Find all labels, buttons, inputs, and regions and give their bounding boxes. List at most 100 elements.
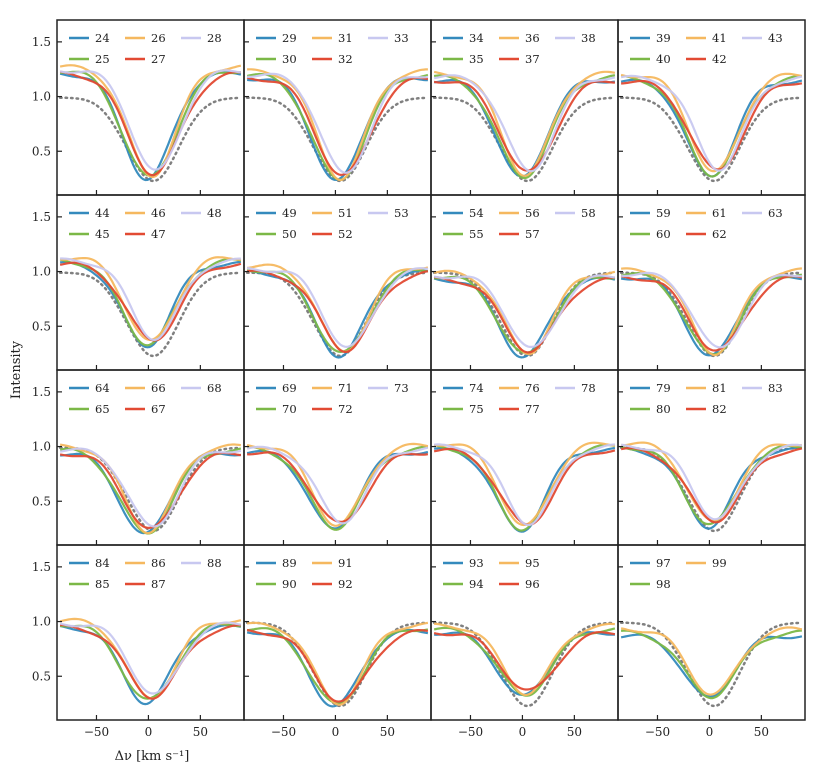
legend-label-90: 90 <box>282 577 297 591</box>
series-line-73 <box>246 445 429 525</box>
legend-label-44: 44 <box>95 206 110 220</box>
legend-label-94: 94 <box>469 577 484 591</box>
series-line-97 <box>620 633 803 698</box>
panel-frame <box>243 544 432 721</box>
legend-label-65: 65 <box>95 402 110 416</box>
y-tick-label: 1.0 <box>32 265 51 279</box>
legend-label-62: 62 <box>712 227 727 241</box>
legend-label-86: 86 <box>151 556 166 570</box>
legend-label-40: 40 <box>656 52 671 66</box>
y-tick-label: 1.5 <box>32 385 51 399</box>
x-tick-label: −50 <box>271 725 296 739</box>
series-line-64 <box>60 451 242 535</box>
panel-frame <box>617 19 806 196</box>
series-line-96 <box>433 631 616 691</box>
x-tick-label: 50 <box>193 725 208 739</box>
y-tick-label: 1.0 <box>32 440 51 454</box>
legend-label-77: 77 <box>525 402 540 416</box>
reference-profile-line <box>58 446 243 533</box>
series-line-74 <box>433 446 616 533</box>
legend-label-45: 45 <box>95 227 110 241</box>
legend-label-78: 78 <box>581 381 596 395</box>
series-line-71 <box>246 442 429 527</box>
y-tick-label: 0.5 <box>32 319 51 333</box>
series-line-36 <box>433 70 616 177</box>
legend-label-51: 51 <box>338 206 353 220</box>
legend-label-69: 69 <box>282 381 297 395</box>
x-tick-label: 50 <box>567 725 582 739</box>
legend-label-66: 66 <box>151 381 166 395</box>
series-line-99 <box>620 626 803 696</box>
legend-label-70: 70 <box>282 402 297 416</box>
series-line-41 <box>620 72 803 173</box>
series-line-27 <box>59 70 242 177</box>
reference-profile-line <box>432 621 617 708</box>
y-tick-label: 0.5 <box>32 144 51 158</box>
reference-profile-line <box>432 96 617 183</box>
y-tick-label: 1.5 <box>32 35 51 49</box>
series-line-80 <box>620 444 803 526</box>
legend-label-81: 81 <box>712 381 727 395</box>
x-tick-label: 0 <box>145 725 153 739</box>
series-line-88 <box>59 621 242 695</box>
panel-10: 69 70 71 72 73 <box>243 369 432 546</box>
legend-label-88: 88 <box>207 556 222 570</box>
x-tick-label: −50 <box>458 725 483 739</box>
x-tick-label: 50 <box>754 725 769 739</box>
series-line-72 <box>247 451 429 523</box>
legend-label-75: 75 <box>469 402 484 416</box>
legend-label-39: 39 <box>656 31 671 45</box>
legend-label-31: 31 <box>338 31 353 45</box>
legend-label-50: 50 <box>282 227 297 241</box>
legend-label-27: 27 <box>151 52 166 66</box>
series-line-31 <box>247 68 428 182</box>
series-line-66 <box>59 443 242 535</box>
y-tick-label: 1.5 <box>32 560 51 574</box>
legend-label-33: 33 <box>394 31 409 45</box>
panel-5: 0.5 1.0 1.5 44 45 46 47 48 <box>32 194 245 371</box>
reference-profile-line <box>619 621 804 708</box>
panel-frame <box>430 369 619 546</box>
series-line-68 <box>59 447 242 528</box>
legend-label-87: 87 <box>151 577 166 591</box>
panel-frame <box>243 369 432 546</box>
series-line-62 <box>620 275 803 352</box>
legend-label-47: 47 <box>151 227 166 241</box>
series-line-55 <box>434 275 616 354</box>
legend-label-34: 34 <box>469 31 484 45</box>
series-line-33 <box>247 72 429 174</box>
series-line-82 <box>620 447 803 524</box>
series-line-92 <box>246 628 429 703</box>
series-line-91 <box>246 621 429 706</box>
panel-1: 0.5 1.0 1.5 24 25 26 27 28 <box>32 19 245 196</box>
series-line-34 <box>433 79 616 178</box>
x-tick-label: 50 <box>380 725 395 739</box>
panel-16: −50 0 50 97 98 99 <box>617 544 806 739</box>
legend-label-99: 99 <box>712 556 727 570</box>
series-line-87 <box>60 623 241 700</box>
legend-label-91: 91 <box>338 556 353 570</box>
series-line-39 <box>620 78 803 178</box>
series-line-79 <box>621 446 802 530</box>
x-tick-label: −50 <box>84 725 109 739</box>
y-tick-label: 1.5 <box>32 210 51 224</box>
series-line-37 <box>433 80 615 172</box>
series-line-95 <box>434 622 616 697</box>
legend-label-63: 63 <box>768 206 783 220</box>
legend-label-74: 74 <box>469 381 484 395</box>
legend-label-97: 97 <box>656 556 671 570</box>
panel-9: 0.5 1.0 1.5 64 65 66 67 68 <box>32 369 245 546</box>
series-line-93 <box>434 631 615 696</box>
panel-frame <box>617 544 806 721</box>
legend-label-60: 60 <box>656 227 671 241</box>
legend-label-30: 30 <box>282 52 297 66</box>
legend-label-28: 28 <box>207 31 222 45</box>
legend-label-42: 42 <box>712 52 727 66</box>
legend-label-76: 76 <box>525 381 540 395</box>
series-line-47 <box>59 261 242 342</box>
series-line-53 <box>246 266 429 349</box>
legend-label-68: 68 <box>207 381 222 395</box>
panel-11: 74 75 76 77 78 <box>430 369 619 546</box>
legend-label-46: 46 <box>151 206 166 220</box>
